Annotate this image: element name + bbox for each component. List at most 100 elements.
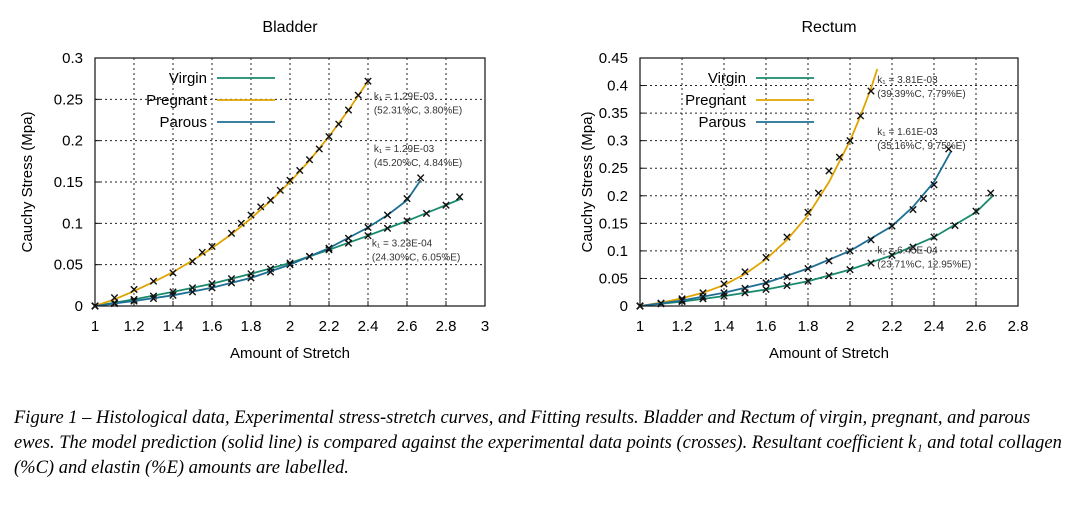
pregnant-data-point [720,280,728,288]
virgin-data-point [867,259,875,267]
pregnant-data-point [149,277,158,285]
parous-data-point [720,289,728,297]
pregnant-data-point [741,268,749,276]
parous-data-point [945,145,953,153]
k1-annotation: k₁ = 1.29E-03 [374,91,435,102]
parous-data-point [909,205,917,214]
virgin-data-point [951,221,959,230]
pregnant-data-point [364,77,372,85]
x-tick-label: 2 [286,318,294,335]
x-tick-label: 1 [91,318,99,335]
parous-data-point [130,297,138,305]
k1-annotation: k₁ = 1.29E-03 [374,144,435,155]
pregnant-data-point [276,186,284,194]
x-tick-label: 2 [846,318,854,335]
x-tick-label: 1.6 [202,318,223,335]
y-tick-label: 0.15 [599,215,628,232]
pregnant-data-point [130,285,138,294]
parous-data-point [286,260,294,269]
legend-label-virgin: Virgin [169,70,207,87]
rectum-legend: Virgin Pregnant Parous [685,70,814,131]
legend-label-parous: Parous [159,114,207,131]
virgin-data-point [783,281,791,290]
pregnant-data-point [315,145,323,153]
pregnant-data-point [846,136,854,145]
pregnant-data-point [762,253,770,262]
y-tick-label: 0.05 [54,257,83,274]
y-tick-label: 0.2 [607,188,628,205]
k1-annotation: k₁ = 6.45E-04 [877,246,938,257]
pregnant-data-point [266,196,275,204]
pregnant-data-point [286,176,294,185]
x-tick-label: 2.8 [436,318,457,335]
pregnant-data-point [856,112,865,120]
virgin-data-point [930,233,938,241]
pregnant-data-point [835,153,844,161]
pregnant-data-point [825,167,833,175]
parous-data-point [762,279,770,287]
pregnant-data-point [257,203,265,211]
y-tick-label: 0.05 [599,270,628,287]
bladder-chart: Bladder 1 1.2 1.4 1.6 1.8 2 2.2 2.4 2.6 2.8 3 0 0.05 0… [19,19,489,362]
x-tick-label: 1.8 [241,318,262,335]
k1-annotation: k₁ = 3.81E-03 [877,75,938,86]
legend-label-parous: Parous [698,114,746,131]
virgin-data-point [825,271,833,280]
x-tick-label: 2.4 [358,318,379,335]
x-tick-label: 2.2 [319,318,340,335]
y-tick-label: 0.3 [62,50,83,67]
parous-data-point [266,268,275,276]
y-tick-label: 0 [620,298,628,315]
pregnant-data-point [354,91,362,99]
parous-data-point [344,234,353,242]
pregnant-data-point [247,211,255,219]
virgin-data-point [762,285,770,294]
virgin-data-point [383,224,392,232]
x-tick-label: 2.6 [397,318,418,335]
pregnant-data-point [227,229,236,237]
parous-data-point [783,273,791,281]
parous-data-point [305,252,314,261]
x-tick-label: 1.6 [756,318,777,335]
virgin-data-point [804,277,812,285]
composition-annotation: (24.30%C, 6.05%E) [372,252,460,263]
pregnant-data-point [198,248,206,256]
rectum-title: Rectum [801,19,856,36]
virgin-data-point [403,217,411,225]
pregnant-data-point [188,257,197,266]
pregnant-data-point [169,269,177,277]
rectum-chart: Rectum 1 1.2 1.4 1.6 1.8 2 2.2 2.4 2.6 2.8 0 0.05 0.1… [579,19,1028,362]
legend-label-pregnant: Pregnant [146,92,208,109]
figure-caption: Figure 1 – Histological data, Experiment… [14,408,1062,478]
x-tick-label: 1.4 [714,318,735,335]
y-tick-label: 0.25 [599,160,628,177]
parous-data-point [325,244,333,252]
parous-data-point [364,223,372,232]
x-tick-label: 1.2 [124,318,145,335]
x-tick-label: 1.2 [672,318,693,335]
composition-annotation: (45.20%C, 4.84%E) [374,158,462,169]
virgin-data-point [846,265,854,274]
y-tick-label: 0.25 [54,91,83,108]
parous-data-point [888,222,896,230]
parous-data-point [825,257,833,265]
bladder-title: Bladder [262,19,318,36]
x-tick-label: 1.4 [163,318,184,335]
legend-label-virgin: Virgin [708,70,746,87]
virgin-data-point [972,207,980,215]
x-tick-label: 3 [481,318,489,335]
y-tick-label: 0.3 [607,133,628,150]
parous-data-point [657,299,665,307]
virgin-data-point [364,232,372,240]
bladder-y-axis-label: Cauchy Stress (Mpa) [19,112,36,253]
parous-data-point [208,284,216,292]
pregnant-data-point [305,155,314,164]
k1-annotation: k₁ = 3.23E-04 [372,238,433,249]
parous-data-point [930,181,938,189]
parous-data-point [169,291,177,299]
pregnant-data-point [325,132,333,141]
parous-data-point [403,194,411,203]
bladder-x-axis-label: Amount of Stretch [230,345,350,362]
parous-data-point [804,264,812,273]
parous-data-point [846,247,854,255]
